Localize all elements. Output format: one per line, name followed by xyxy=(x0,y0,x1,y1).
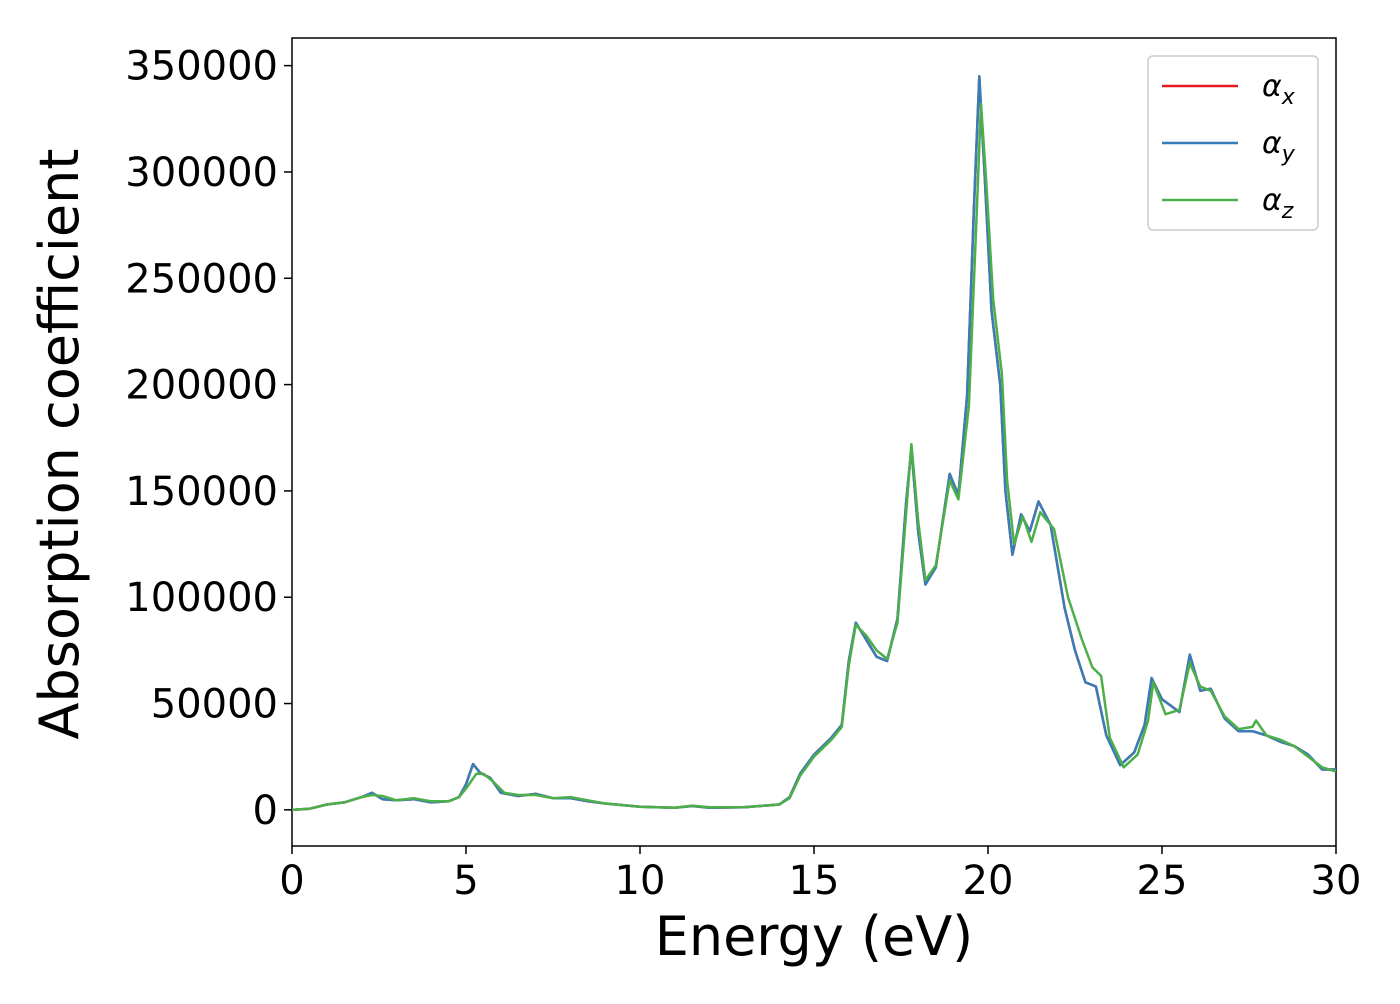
y-axis-title: Absorption coefficient xyxy=(28,149,91,740)
x-tick-label: 20 xyxy=(963,858,1014,904)
y-tick-label: 200000 xyxy=(125,363,278,409)
legend-label-x: αx xyxy=(1262,69,1296,110)
series-lines xyxy=(292,75,1336,812)
legend-subscript: z xyxy=(1281,199,1294,224)
x-axis-title: Energy (eV) xyxy=(655,905,974,968)
y-tick-label: 350000 xyxy=(125,44,278,90)
x-tick-label: 0 xyxy=(279,858,304,904)
series-line-z xyxy=(292,102,1336,812)
legend-alpha: α xyxy=(1262,183,1282,218)
legend-subscript: y xyxy=(1281,142,1296,167)
x-tick-label: 10 xyxy=(615,858,666,904)
x-tick-label: 25 xyxy=(1137,858,1188,904)
y-tick-label: 100000 xyxy=(125,575,278,621)
x-tick-label: 15 xyxy=(789,858,840,904)
legend-alpha: α xyxy=(1262,69,1282,104)
y-tick-label: 300000 xyxy=(125,150,278,196)
y-tick-label: 50000 xyxy=(151,682,278,728)
x-tick-label: 30 xyxy=(1311,858,1362,904)
legend-alpha: α xyxy=(1262,126,1282,161)
x-axis-ticks: 0 5 10 15 20 25 30 xyxy=(279,846,1361,904)
y-tick-label: 0 xyxy=(253,788,278,834)
legend-label-z: αz xyxy=(1262,183,1294,224)
legend-label-y: αy xyxy=(1262,126,1296,167)
legend-subscript: x xyxy=(1281,85,1296,110)
y-tick-label: 250000 xyxy=(125,256,278,302)
y-tick-label: 150000 xyxy=(125,469,278,515)
y-axis-ticks: 0 50000 100000 150000 200000 250000 300000 3500… xyxy=(125,44,292,834)
x-tick-label: 5 xyxy=(453,858,478,904)
